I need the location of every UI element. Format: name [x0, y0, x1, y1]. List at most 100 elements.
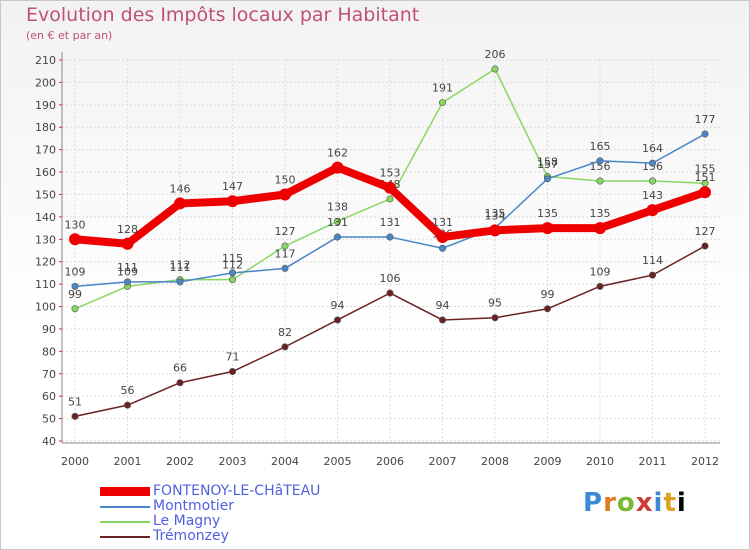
legend-item-le-magny: Le Magny	[100, 514, 320, 529]
point-fontenoy-le-ch-teau-2012	[699, 186, 711, 199]
data-label-le-magny-2007: 191	[432, 82, 453, 95]
data-label-fontenoy-le-ch-teau-2005: 162	[327, 147, 348, 160]
data-label-montmotier-2010: 165	[590, 140, 611, 153]
y-tick-label-170: 170	[35, 144, 56, 157]
point-fontenoy-le-ch-teau-2001	[121, 237, 134, 250]
y-tick-label-160: 160	[35, 166, 56, 179]
y-tick-label-180: 180	[35, 121, 56, 134]
point-le-magny-2007	[438, 99, 446, 107]
data-label-fontenoy-le-ch-teau-2003: 147	[222, 180, 243, 193]
data-label-montmotier-2008: 135	[485, 207, 506, 220]
point-fontenoy-le-ch-teau-2011	[646, 204, 659, 217]
point-montmotier-2006	[386, 233, 394, 241]
point-le-magny-2006	[386, 195, 394, 203]
data-label-tr-monzey-2005: 94	[331, 299, 345, 312]
point-fontenoy-le-ch-teau-2009	[541, 222, 554, 235]
x-tick-label-2007: 2007	[429, 455, 457, 468]
x-tick-label-2008: 2008	[481, 455, 509, 468]
y-tick-label-190: 190	[35, 99, 56, 112]
legend-label-montmotier: Montmotier	[153, 498, 234, 514]
legend-swatch-montmotier	[100, 505, 150, 508]
point-tr-monzey-2011	[648, 271, 656, 279]
proxiti-logo: Proxiti	[583, 488, 687, 518]
point-montmotier-2007	[438, 244, 446, 252]
x-tick-label-2009: 2009	[534, 455, 562, 468]
data-label-le-magny-2000: 99	[68, 288, 82, 301]
data-label-fontenoy-le-ch-teau-2011: 143	[642, 189, 663, 202]
data-label-tr-monzey-2007: 94	[436, 299, 450, 312]
x-tick-label-2003: 2003	[219, 455, 247, 468]
data-label-fontenoy-le-ch-teau-2012: 151	[695, 171, 716, 184]
legend-item-montmotier: Montmotier	[100, 499, 320, 514]
point-fontenoy-le-ch-teau-2006	[384, 181, 396, 194]
point-fontenoy-le-ch-teau-2007	[436, 231, 449, 244]
data-label-tr-monzey-2006: 106	[380, 272, 401, 285]
point-fontenoy-le-ch-teau-2010	[594, 222, 606, 235]
data-label-fontenoy-le-ch-teau-2009: 135	[537, 207, 558, 220]
point-fontenoy-le-ch-teau-2002	[174, 197, 186, 210]
point-montmotier-2012	[701, 130, 709, 138]
data-label-fontenoy-le-ch-teau-2001: 128	[117, 223, 138, 236]
legend-item-tremonzey: Trémonzey	[100, 529, 320, 544]
data-label-tr-monzey-2011: 114	[642, 254, 663, 267]
point-le-magny-2003	[229, 276, 237, 284]
point-le-magny-2004	[281, 242, 289, 250]
point-le-magny-2005	[333, 217, 341, 225]
data-label-montmotier-2005: 131	[327, 216, 348, 229]
data-label-fontenoy-le-ch-teau-2000: 130	[65, 218, 86, 231]
point-montmotier-2004	[281, 264, 289, 272]
x-tick-label-2011: 2011	[639, 455, 667, 468]
y-tick-label-70: 70	[42, 368, 56, 381]
data-label-le-magny-2008: 206	[485, 48, 506, 61]
y-tick-label-40: 40	[42, 435, 56, 448]
legend-label-tremonzey: Trémonzey	[153, 528, 229, 544]
data-label-fontenoy-le-ch-teau-2010: 135	[590, 207, 611, 220]
data-label-fontenoy-le-ch-teau-2007: 131	[432, 216, 453, 229]
legend-label-le-magny: Le Magny	[153, 513, 221, 529]
point-fontenoy-le-ch-teau-2000	[69, 233, 81, 246]
y-tick-label-140: 140	[35, 211, 56, 224]
data-label-fontenoy-le-ch-teau-2008: 134	[485, 209, 506, 222]
data-label-tr-monzey-2004: 82	[278, 326, 292, 339]
x-tick-label-2010: 2010	[586, 455, 614, 468]
x-tick-label-2004: 2004	[271, 455, 299, 468]
data-label-tr-monzey-2009: 99	[541, 288, 555, 301]
data-label-fontenoy-le-ch-teau-2006: 153	[380, 167, 401, 180]
point-montmotier-2001	[124, 278, 132, 286]
point-fontenoy-le-ch-teau-2005	[331, 161, 344, 174]
y-tick-label-150: 150	[35, 188, 56, 201]
y-tick-label-100: 100	[35, 301, 56, 314]
data-label-tr-monzey-2003: 71	[226, 351, 240, 364]
point-tr-monzey-2001	[124, 401, 132, 409]
point-tr-monzey-2008	[491, 314, 499, 322]
legend-label-fontenoy: FONTENOY-LE-CHâTEAU	[153, 483, 321, 499]
data-label-montmotier-2000: 109	[65, 265, 86, 278]
legend-swatch-le-magny	[100, 520, 150, 523]
y-tick-label-90: 90	[42, 323, 56, 336]
data-label-tr-monzey-2002: 66	[173, 362, 187, 375]
point-tr-monzey-2009	[543, 305, 551, 313]
point-le-magny-2011	[648, 177, 656, 185]
data-label-montmotier-2011: 164	[642, 142, 663, 155]
point-tr-monzey-2003	[229, 368, 237, 376]
point-montmotier-2010	[596, 157, 604, 165]
data-label-montmotier-2012: 177	[695, 113, 716, 126]
data-label-le-magny-2009: 158	[537, 156, 558, 169]
data-label-tr-monzey-2008: 95	[488, 297, 502, 310]
point-montmotier-2000	[71, 282, 79, 290]
point-tr-monzey-2004	[281, 343, 289, 351]
point-montmotier-2003	[229, 269, 237, 277]
data-label-le-magny-2003: 112	[222, 259, 243, 272]
y-tick-label-50: 50	[42, 413, 56, 426]
legend-swatch-fontenoy	[100, 487, 150, 496]
data-label-le-magny-2004: 127	[275, 225, 296, 238]
line-chart: 40 50 60 70 80 90 100 110 120 130 140 150 160 170 180 1…	[35, 48, 720, 468]
data-label-le-magny-2005: 138	[327, 200, 348, 213]
chart-title: Evolution des Impôts locaux par Habitant	[26, 4, 420, 26]
chart-subtitle: (en € et par an)	[26, 29, 113, 42]
point-tr-monzey-2012	[701, 242, 709, 250]
legend: FONTENOY-LE-CHâTEAU Montmotier Le Magny …	[100, 484, 320, 544]
point-tr-monzey-2007	[438, 316, 446, 324]
point-tr-monzey-2000	[71, 412, 79, 420]
